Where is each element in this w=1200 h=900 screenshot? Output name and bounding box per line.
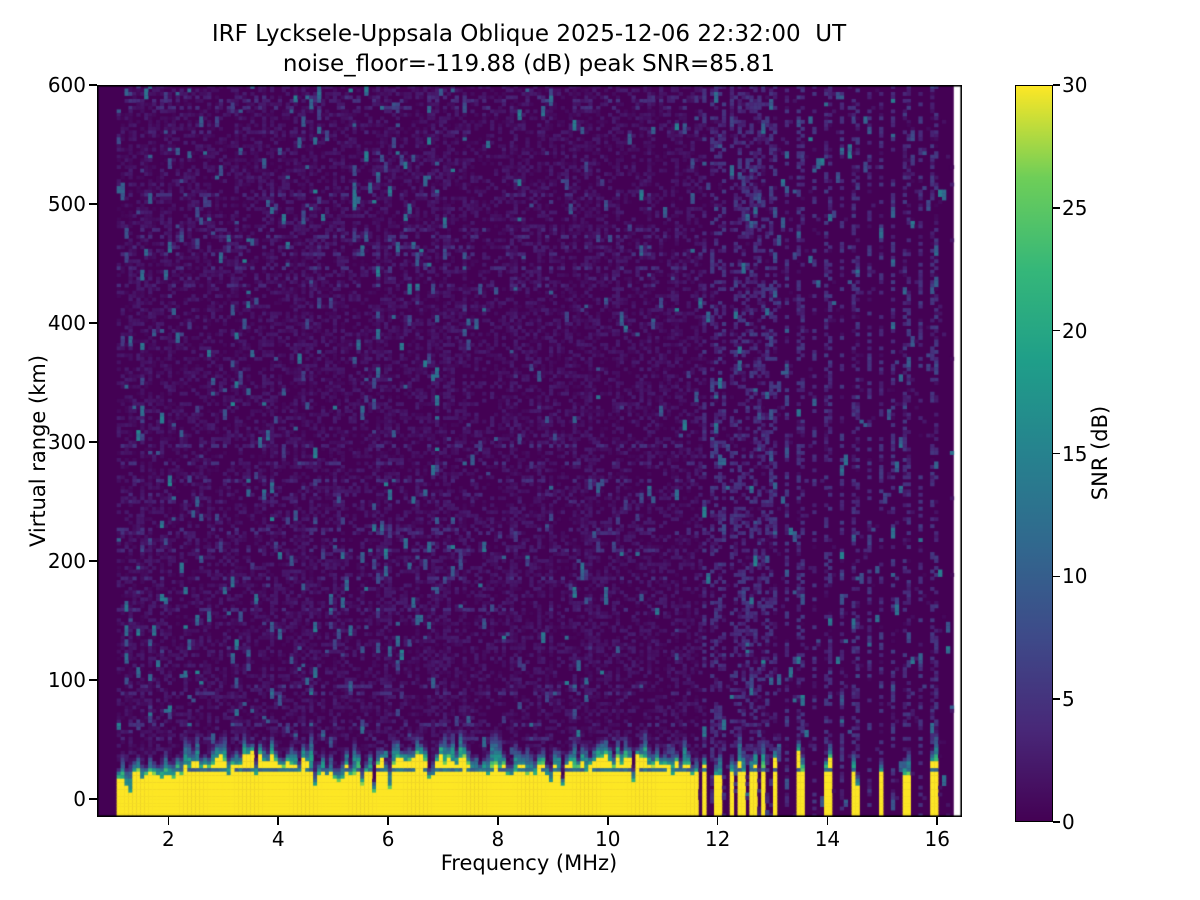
colorbar-tick-label: 30 bbox=[1062, 73, 1088, 97]
x-tick-mark bbox=[277, 817, 280, 825]
colorbar-tick-mark bbox=[1053, 84, 1060, 86]
x-tick-label: 6 bbox=[381, 827, 395, 851]
x-tick-mark bbox=[606, 817, 609, 825]
x-tick-mark bbox=[497, 817, 499, 825]
y-tick-mark bbox=[89, 203, 97, 205]
x-tick-label: 12 bbox=[704, 827, 731, 851]
y-tick-label: 600 bbox=[47, 73, 86, 97]
colorbar-tick-mark bbox=[1053, 329, 1060, 332]
ionogram-heatmap bbox=[97, 85, 962, 817]
x-tick-label: 2 bbox=[162, 827, 175, 851]
y-tick-label: 100 bbox=[47, 668, 86, 693]
x-tick-label: 8 bbox=[491, 827, 505, 851]
y-tick-label: 200 bbox=[47, 549, 86, 574]
x-tick-mark bbox=[716, 817, 719, 825]
y-tick-mark bbox=[89, 798, 97, 800]
y-tick-label: 500 bbox=[47, 192, 86, 217]
y-tick-label: 300 bbox=[47, 430, 86, 455]
colorbar-tick-mark bbox=[1053, 821, 1060, 823]
colorbar-tick-mark bbox=[1053, 575, 1060, 578]
colorbar-tick-label: 10 bbox=[1062, 564, 1088, 589]
chart-title: IRF Lycksele-Uppsala Oblique 2025-12-06 … bbox=[211, 21, 847, 47]
colorbar-tick-label: 25 bbox=[1062, 195, 1088, 220]
colorbar-tick-label: 5 bbox=[1062, 687, 1075, 712]
x-tick-label: 16 bbox=[924, 827, 951, 851]
y-tick-mark bbox=[89, 441, 97, 443]
x-tick-mark bbox=[826, 817, 829, 825]
y-tick-mark bbox=[89, 84, 97, 86]
x-axis-label: Frequency (MHz) bbox=[440, 851, 618, 875]
colorbar-gradient bbox=[1015, 85, 1053, 822]
colorbar-tick-label: 0 bbox=[1062, 810, 1075, 834]
colorbar-tick-mark bbox=[1053, 207, 1060, 209]
chart-subtitle: noise_floor=-119.88 (dB) peak SNR=85.81 bbox=[282, 51, 776, 77]
colorbar-tick-mark bbox=[1053, 452, 1060, 455]
colorbar-tick-label: 15 bbox=[1062, 441, 1088, 466]
y-tick-mark bbox=[89, 679, 97, 681]
x-tick-label: 10 bbox=[595, 827, 621, 851]
y-tick-mark bbox=[89, 322, 97, 324]
x-tick-mark bbox=[936, 817, 939, 825]
colorbar-tick-label: 20 bbox=[1062, 318, 1088, 343]
colorbar-tick-mark bbox=[1053, 698, 1060, 700]
y-tick-mark bbox=[89, 560, 97, 562]
y-tick-label: 0 bbox=[73, 787, 86, 812]
y-tick-label: 400 bbox=[47, 311, 86, 336]
x-tick-label: 4 bbox=[271, 827, 285, 851]
colorbar-label: SNR (dB) bbox=[1088, 405, 1112, 501]
x-tick-label: 14 bbox=[814, 827, 841, 851]
x-tick-mark bbox=[167, 817, 170, 825]
x-tick-mark bbox=[387, 817, 389, 825]
